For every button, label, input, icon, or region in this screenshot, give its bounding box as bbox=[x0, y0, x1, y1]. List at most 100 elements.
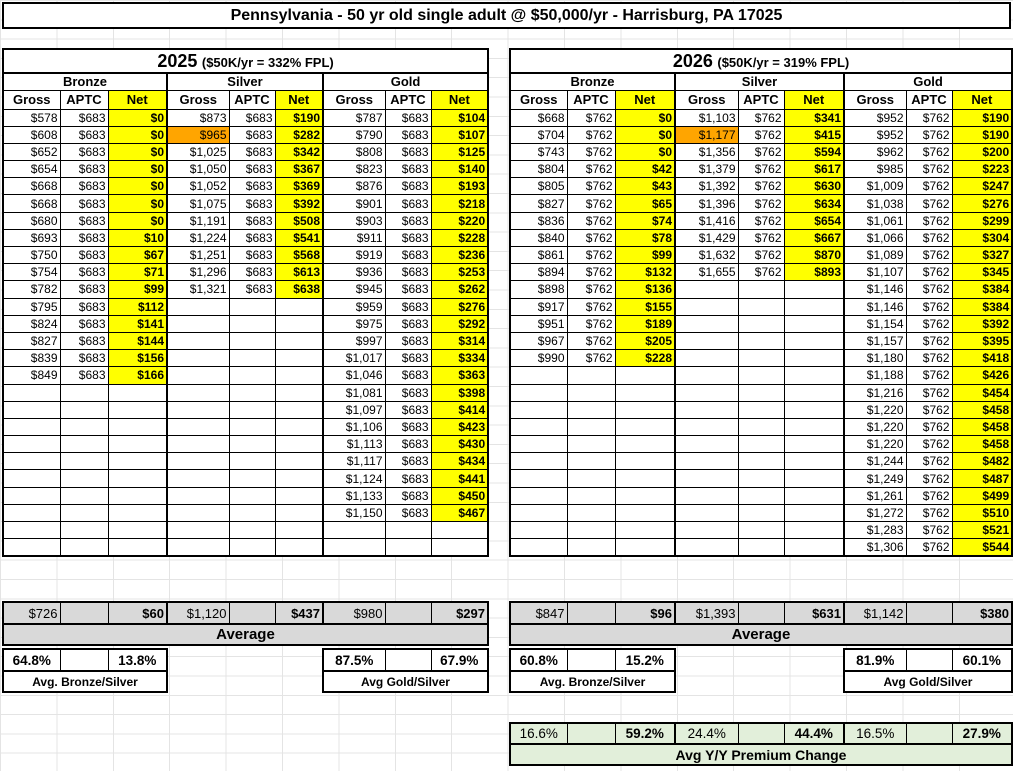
bronze-aptc-cell[interactable]: $683 bbox=[59, 194, 109, 213]
silver-aptc-cell[interactable] bbox=[228, 314, 276, 333]
bronze-gross-cell[interactable]: $836 bbox=[509, 211, 568, 230]
gold-net-cell[interactable]: $228 bbox=[430, 228, 489, 248]
silver-net-cell[interactable] bbox=[783, 538, 845, 557]
avg-bronze-aptc[interactable] bbox=[566, 601, 616, 625]
bronze-net-cell[interactable]: $67 bbox=[107, 245, 168, 265]
bronze-net-cell[interactable]: $65 bbox=[614, 194, 676, 213]
gold-net-ratio[interactable]: 60.1% bbox=[951, 648, 1013, 672]
silver-aptc-cell[interactable] bbox=[228, 383, 276, 402]
gold-net-cell[interactable]: $363 bbox=[430, 366, 489, 385]
bronze-aptc-cell[interactable]: $683 bbox=[59, 125, 109, 144]
silver-net-cell[interactable] bbox=[274, 297, 324, 316]
silver-aptc-cell[interactable] bbox=[737, 486, 785, 505]
bronze-gross-cell[interactable] bbox=[509, 417, 568, 437]
silver-net-cell[interactable] bbox=[274, 435, 324, 454]
silver-net-cell[interactable] bbox=[274, 400, 324, 419]
silver-net-cell[interactable]: $638 bbox=[274, 280, 324, 299]
gold-net-cell[interactable]: $458 bbox=[951, 435, 1013, 454]
bronze-net-cell[interactable]: $0 bbox=[107, 211, 168, 230]
gold-gross-cell[interactable]: $962 bbox=[843, 142, 907, 162]
bronze-net-cell[interactable]: $156 bbox=[107, 349, 168, 368]
silver-net-cell[interactable]: $369 bbox=[274, 177, 324, 196]
silver-aptc-cell[interactable] bbox=[228, 349, 276, 368]
avg-bronze-gross[interactable]: $726 bbox=[2, 601, 61, 625]
bronze-net-cell[interactable]: $42 bbox=[614, 160, 676, 179]
bronze-net-cell[interactable] bbox=[107, 469, 168, 488]
silver-net-cell[interactable] bbox=[783, 452, 845, 471]
silver-gross-cell[interactable]: $1,321 bbox=[166, 280, 230, 299]
silver-gross-cell[interactable] bbox=[674, 538, 739, 557]
silver-net-cell[interactable]: $893 bbox=[783, 263, 845, 282]
gold-aptc-cell[interactable]: $683 bbox=[384, 160, 432, 179]
gold-aptc-cell[interactable]: $762 bbox=[905, 160, 953, 179]
gold-net-cell[interactable]: $510 bbox=[951, 503, 1013, 523]
bronze-gross-cell[interactable]: $704 bbox=[509, 125, 568, 144]
silver-gross-cell[interactable]: $1,396 bbox=[674, 194, 739, 213]
gold-net-cell[interactable]: $253 bbox=[430, 263, 489, 282]
gold-net-cell[interactable]: $262 bbox=[430, 280, 489, 299]
silver-gross-cell[interactable] bbox=[166, 400, 230, 419]
silver-net-cell[interactable] bbox=[783, 297, 845, 316]
gold-net-cell[interactable]: $487 bbox=[951, 469, 1013, 488]
gold-net-cell[interactable]: $345 bbox=[951, 263, 1013, 282]
bronze-net-cell[interactable]: $99 bbox=[614, 245, 676, 265]
gold-aptc-cell[interactable]: $683 bbox=[384, 280, 432, 299]
gold-aptc-cell[interactable]: $683 bbox=[384, 314, 432, 333]
bronze-aptc-cell[interactable]: $762 bbox=[566, 108, 616, 127]
silver-net-cell[interactable]: $613 bbox=[274, 263, 324, 282]
bronze-aptc-cell[interactable]: $762 bbox=[566, 263, 616, 282]
silver-gross-cell[interactable] bbox=[674, 452, 739, 471]
gold-net-cell[interactable]: $125 bbox=[430, 142, 489, 162]
gold-aptc-cell[interactable] bbox=[384, 538, 432, 557]
bronze-aptc-cell[interactable]: $683 bbox=[59, 349, 109, 368]
silver-gross-cell[interactable]: $1,296 bbox=[166, 263, 230, 282]
bronze-net-cell[interactable]: $71 bbox=[107, 263, 168, 282]
bronze-gross-cell[interactable] bbox=[509, 469, 568, 488]
silver-gross-cell[interactable] bbox=[674, 503, 739, 523]
silver-gross-cell[interactable]: $1,224 bbox=[166, 228, 230, 248]
silver-net-cell[interactable] bbox=[783, 314, 845, 333]
bronze-gross-cell[interactable]: $917 bbox=[509, 297, 568, 316]
avg-silver-gross[interactable]: $1,393 bbox=[674, 601, 739, 625]
bronze-aptc-cell[interactable]: $683 bbox=[59, 160, 109, 179]
bronze-aptc-cell[interactable]: $683 bbox=[59, 280, 109, 299]
gold-aptc-cell[interactable]: $762 bbox=[905, 228, 953, 248]
gold-net-cell[interactable]: $200 bbox=[951, 142, 1013, 162]
bronze-net-cell[interactable]: $144 bbox=[107, 331, 168, 351]
gold-aptc-cell[interactable]: $762 bbox=[905, 435, 953, 454]
bronze-net-cell[interactable] bbox=[614, 520, 676, 540]
bronze-net-cell[interactable]: $0 bbox=[107, 160, 168, 179]
bronze-gross-cell[interactable] bbox=[509, 400, 568, 419]
gold-gross-cell[interactable]: $959 bbox=[322, 297, 386, 316]
bronze-gross-cell[interactable] bbox=[509, 486, 568, 505]
bronze-aptc-cell[interactable] bbox=[566, 383, 616, 402]
silver-gross-benchmark-cell[interactable]: $1,177 bbox=[674, 125, 739, 144]
bronze-gross-cell[interactable] bbox=[509, 435, 568, 454]
gold-aptc-cell[interactable]: $683 bbox=[384, 211, 432, 230]
silver-gross-benchmark-cell[interactable]: $965 bbox=[166, 125, 230, 144]
gold-net-cell[interactable]: $292 bbox=[430, 314, 489, 333]
yy-bronze-net[interactable]: 59.2% bbox=[614, 722, 676, 745]
bronze-aptc-cell[interactable] bbox=[59, 452, 109, 471]
gold-gross-cell[interactable]: $1,157 bbox=[843, 331, 907, 351]
gold-net-cell[interactable]: $218 bbox=[430, 194, 489, 213]
gold-net-cell[interactable]: $247 bbox=[951, 177, 1013, 196]
silver-aptc-cell[interactable] bbox=[737, 520, 785, 540]
bronze-gross-cell[interactable]: $827 bbox=[509, 194, 568, 213]
bronze-net-cell[interactable]: $43 bbox=[614, 177, 676, 196]
bronze-gross-cell[interactable]: $898 bbox=[509, 280, 568, 299]
bronze-net-cell[interactable] bbox=[107, 435, 168, 454]
bronze-aptc-cell[interactable] bbox=[566, 520, 616, 540]
silver-net-cell[interactable]: $282 bbox=[274, 125, 324, 144]
gold-aptc-cell[interactable]: $683 bbox=[384, 503, 432, 523]
yy-gold-gross[interactable]: 16.5% bbox=[843, 722, 907, 745]
silver-net-cell[interactable] bbox=[274, 520, 324, 540]
avg-bronze-aptc[interactable] bbox=[59, 601, 109, 625]
silver-gross-cell[interactable] bbox=[674, 520, 739, 540]
avg-gold-aptc[interactable] bbox=[384, 601, 432, 625]
bronze-gross-cell[interactable]: $750 bbox=[2, 245, 61, 265]
bronze-gross-cell[interactable] bbox=[509, 503, 568, 523]
gold-net-cell[interactable]: $304 bbox=[951, 228, 1013, 248]
silver-aptc-cell[interactable]: $762 bbox=[737, 194, 785, 213]
silver-gross-cell[interactable] bbox=[166, 349, 230, 368]
